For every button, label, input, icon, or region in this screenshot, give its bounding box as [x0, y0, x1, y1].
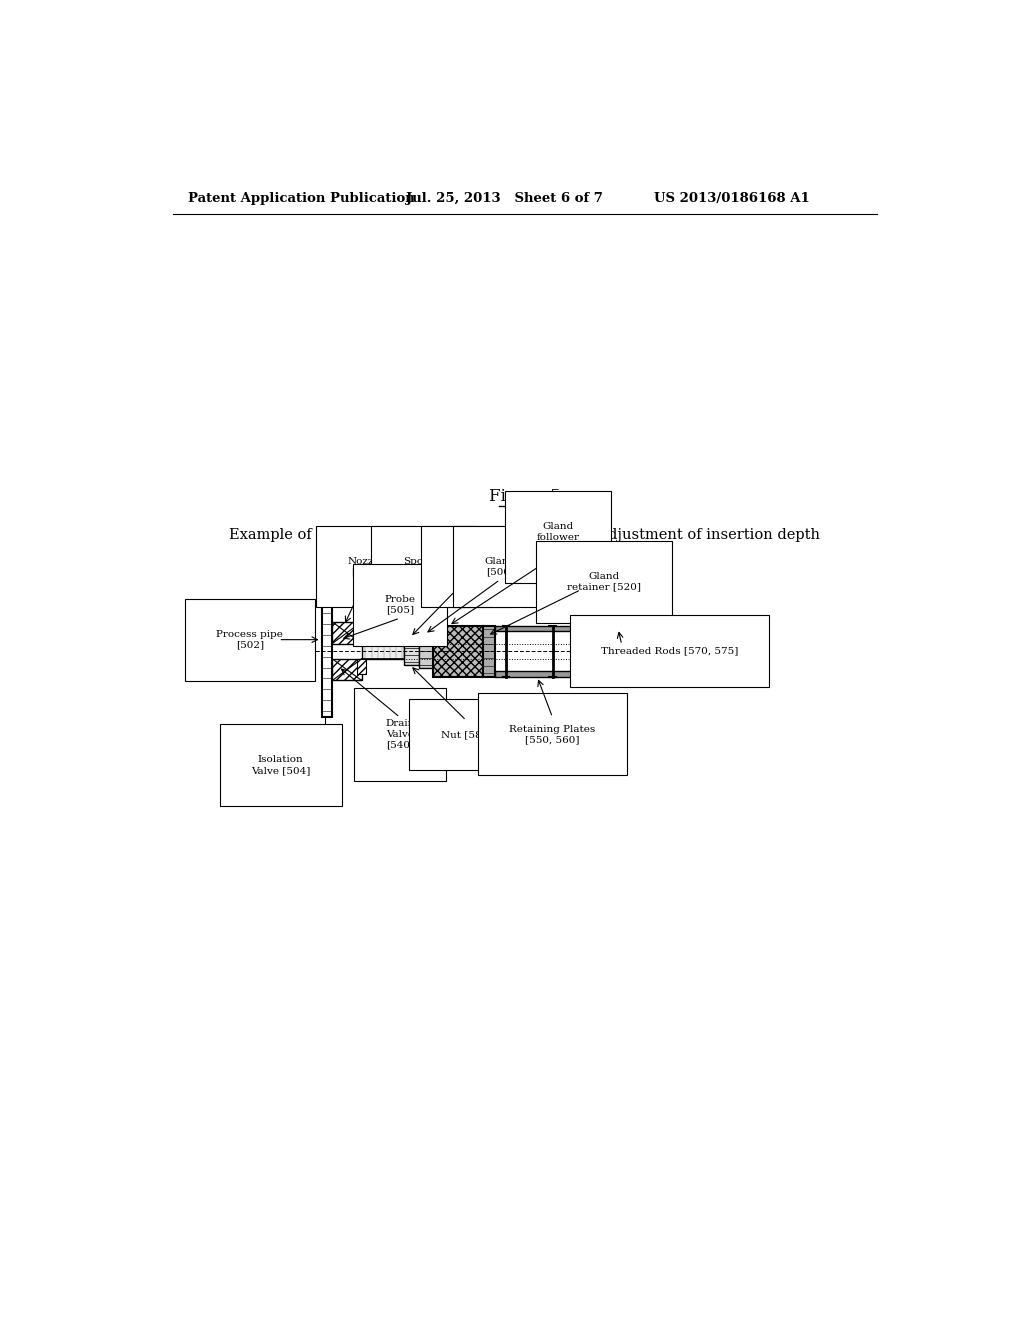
Text: Gland
[500]: Gland [500] — [484, 557, 516, 577]
Text: Figure 5: Figure 5 — [488, 488, 561, 506]
Text: Nut [585]: Nut [585] — [440, 730, 492, 739]
Text: Isolation
Valve [504]: Isolation Valve [504] — [251, 755, 310, 775]
Text: US 2013/0186168 A1: US 2013/0186168 A1 — [654, 191, 810, 205]
Bar — [483, 626, 495, 677]
Bar — [495, 626, 580, 631]
Bar — [419, 635, 433, 668]
Text: Retaining Plates
[550, 560]: Retaining Plates [550, 560] — [509, 725, 596, 744]
Bar — [333, 622, 361, 644]
Text: Example of probe installation allowing on-stream adjustment of insertion depth: Example of probe installation allowing o… — [229, 528, 820, 543]
Bar — [495, 672, 580, 677]
Text: Gland
follower
[510]: Gland follower [510] — [537, 523, 580, 552]
Text: Spooler
[530]: Spooler [530] — [402, 557, 443, 577]
Bar — [433, 626, 483, 677]
Bar — [361, 644, 403, 659]
Text: Process pipe
[502]: Process pipe [502] — [216, 630, 284, 649]
Text: Nozzle
[506]: Nozzle [506] — [347, 557, 383, 577]
Text: Drain
Valve
[540]: Drain Valve [540] — [385, 719, 415, 750]
Text: Threaded Rods [570, 575]: Threaded Rods [570, 575] — [601, 647, 738, 656]
Bar — [403, 638, 419, 665]
Text: Patent Application Publication: Patent Application Publication — [188, 191, 415, 205]
Text: Jul. 25, 2013   Sheet 6 of 7: Jul. 25, 2013 Sheet 6 of 7 — [407, 191, 603, 205]
Bar — [357, 628, 367, 644]
Bar — [357, 659, 367, 675]
Text: Gland
retainer [520]: Gland retainer [520] — [567, 572, 641, 591]
Text: Probe
[505]: Probe [505] — [385, 595, 416, 615]
Bar — [333, 659, 361, 681]
Bar — [322, 586, 333, 717]
Text: Nut
[580]: Nut [580] — [453, 557, 480, 577]
